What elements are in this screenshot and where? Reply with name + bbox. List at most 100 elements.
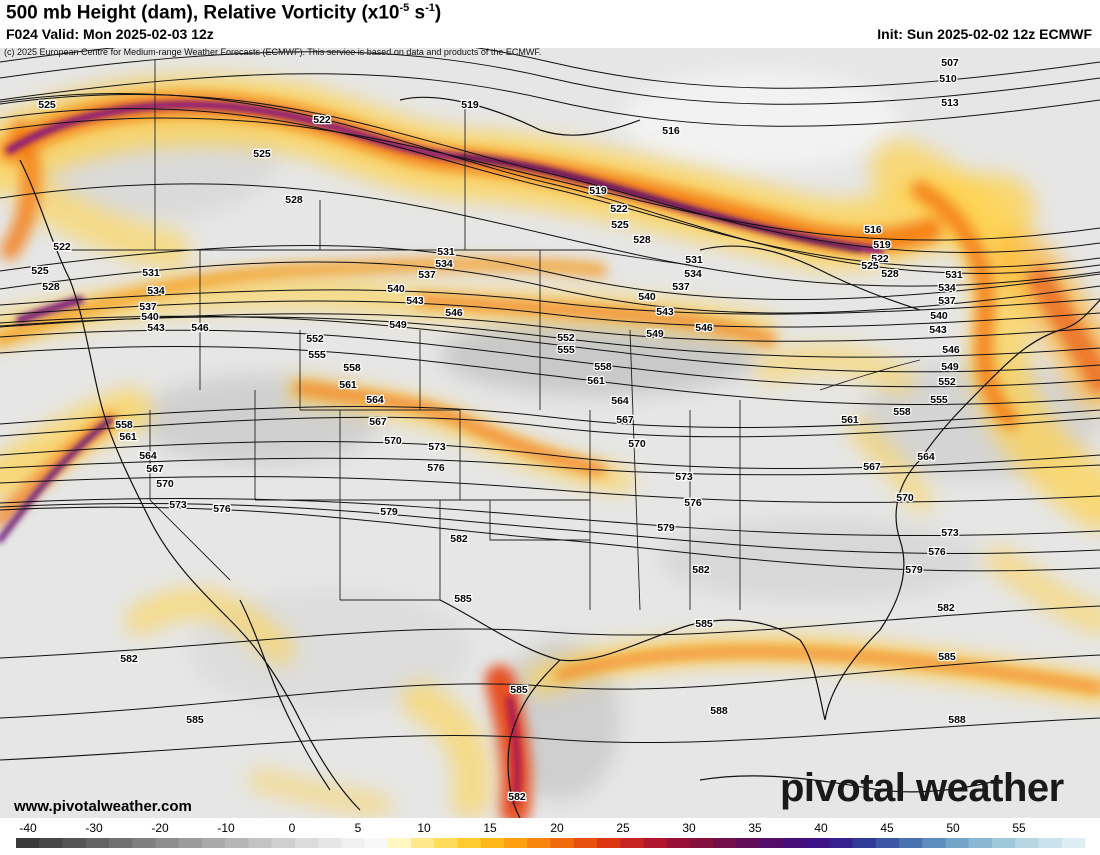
colorbar-tick-label: 35	[748, 821, 762, 835]
contour-label: 582	[508, 791, 526, 803]
coastlines	[19, 96, 1100, 819]
colorbar-tick-label: 30	[682, 821, 696, 835]
contour-label: 555	[308, 349, 326, 361]
contour-label: 576	[213, 503, 231, 515]
colorbar-tick-label: 25	[616, 821, 630, 835]
colorbar-cell	[108, 838, 133, 848]
contour-label: 546	[695, 322, 713, 334]
colorbar-cell	[16, 838, 40, 848]
contour-label: 579	[905, 564, 923, 576]
contour-label: 519	[461, 99, 479, 111]
contour-label: 543	[656, 306, 674, 318]
colorbar-tick-label: 40	[814, 821, 828, 835]
colorbar-cell	[713, 838, 737, 848]
colorbar-cell	[527, 838, 551, 848]
colorbar-cell	[480, 838, 505, 848]
colorbar-tick-label: 50	[946, 821, 960, 835]
height-contour-555	[0, 345, 1100, 406]
colorbar-cell	[666, 838, 691, 848]
height-contour-519	[0, 93, 1100, 254]
contour-label: 534	[147, 285, 165, 297]
colorbar-tick-label: 10	[417, 821, 431, 835]
colorbar-cell	[1038, 838, 1063, 848]
colorbar-cell	[550, 838, 575, 848]
contour-label: 567	[616, 414, 634, 426]
height-contour-540	[0, 300, 1100, 328]
colorbar-cell	[992, 838, 1016, 848]
contour-label: 537	[418, 269, 436, 281]
contour-label: 546	[191, 322, 209, 334]
colorbar-cell	[875, 838, 900, 848]
contour-label: 546	[942, 344, 960, 356]
colorbar-cell	[132, 838, 156, 848]
colorbar-cell	[1015, 838, 1040, 848]
height-contours	[0, 35, 1100, 761]
colorbar-cell	[155, 838, 180, 848]
contour-label: 513	[941, 97, 959, 109]
colorbar-cell	[596, 838, 621, 848]
contour-label: 519	[589, 185, 607, 197]
contour-label: 522	[871, 253, 889, 265]
contour-label: 573	[169, 499, 187, 511]
colorbar-cell	[945, 838, 970, 848]
colorbar-tick-label: 55	[1012, 821, 1026, 835]
colorbar-cell	[248, 838, 273, 848]
contour-label: 540	[387, 283, 405, 295]
colorbar-cell	[922, 838, 947, 848]
contour-label: 570	[384, 435, 402, 447]
height-contour-543	[0, 313, 1100, 342]
map-title: 500 mb Height (dam), Relative Vorticity …	[6, 2, 442, 24]
colorbar-cell	[271, 838, 296, 848]
colorbar-cell	[504, 838, 528, 848]
contour-label: 576	[928, 546, 946, 558]
contour-label: 558	[594, 361, 612, 373]
header: 500 mb Height (dam), Relative Vorticity …	[0, 0, 1100, 48]
contour-label: 576	[427, 462, 445, 474]
colorbar-cell	[411, 838, 435, 848]
colorbar-cell	[736, 838, 761, 848]
contour-label: 558	[343, 362, 361, 374]
height-contour-537	[0, 289, 1100, 315]
contour-label: 540	[141, 311, 159, 323]
contour-label: 522	[610, 203, 628, 215]
colorbar-cell	[364, 838, 389, 848]
valid-time: F024 Valid: Mon 2025-02-03 12z	[6, 26, 214, 42]
contour-label: 582	[937, 602, 955, 614]
colorbar: -40 -30 -20 -10 0 5 10 15 20 25 30 35 40 45 50 55	[0, 818, 1100, 850]
contour-label: 528	[42, 281, 60, 293]
contour-label: 579	[380, 506, 398, 518]
contour-label: 585	[454, 593, 472, 605]
contour-label: 528	[285, 194, 303, 206]
contour-label: 576	[684, 497, 702, 509]
contour-label: 582	[692, 564, 710, 576]
height-contour-585	[0, 654, 1100, 719]
height-contour-549	[0, 315, 1100, 373]
contour-label: 579	[657, 522, 675, 534]
contour-label: 549	[389, 319, 407, 331]
website-label[interactable]: www.pivotalweather.com	[14, 798, 192, 815]
contour-label: 555	[930, 394, 948, 406]
contour-label: 588	[948, 714, 966, 726]
contour-label: 507	[941, 57, 959, 69]
colorbar-cell	[225, 838, 249, 848]
contour-label: 573	[941, 527, 959, 539]
colorbar-tick-label: 20	[550, 821, 564, 835]
init-time: Init: Sun 2025-02-02 12z ECMWF	[877, 26, 1092, 42]
height-contour-516	[0, 117, 1100, 241]
map-area[interactable]: 507 510 513 525 519 522 516 525 519 528 522 525 516 5…	[0, 35, 1100, 825]
contour-label: 582	[120, 653, 138, 665]
contour-label: 522	[313, 114, 331, 126]
contour-label: 540	[930, 310, 948, 322]
contour-label: 543	[147, 322, 165, 334]
colorbar-cell	[39, 838, 63, 848]
colorbar-cell	[434, 838, 459, 848]
colorbar-tick-label: 5	[355, 821, 362, 835]
contour-label: 561	[587, 375, 605, 387]
contour-label: 510	[939, 73, 957, 85]
height-contour-564	[0, 441, 1100, 469]
colorbar-tick-label: -30	[85, 821, 103, 835]
colorbar-cell	[643, 838, 668, 848]
height-contour-582	[0, 605, 1100, 659]
contour-label: 567	[369, 416, 387, 428]
